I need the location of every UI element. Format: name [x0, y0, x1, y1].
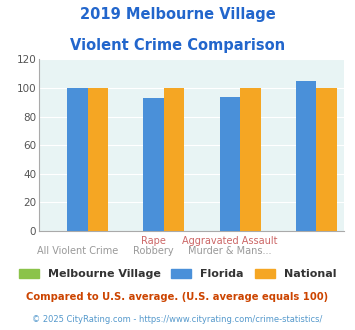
Text: Robbery: Robbery: [133, 246, 174, 256]
Legend: Melbourne Village, Florida, National: Melbourne Village, Florida, National: [13, 263, 342, 285]
Text: © 2025 CityRating.com - https://www.cityrating.com/crime-statistics/: © 2025 CityRating.com - https://www.city…: [32, 315, 323, 324]
Bar: [143, 98, 164, 231]
Bar: [164, 88, 185, 231]
Text: Compared to U.S. average. (U.S. average equals 100): Compared to U.S. average. (U.S. average …: [26, 292, 329, 302]
Bar: [296, 81, 317, 231]
Text: Violent Crime Comparison: Violent Crime Comparison: [70, 38, 285, 53]
Text: All Violent Crime: All Violent Crime: [37, 246, 118, 256]
Text: Rape: Rape: [141, 236, 166, 246]
Bar: [240, 88, 261, 231]
Bar: [317, 88, 337, 231]
Bar: [88, 88, 108, 231]
Text: Aggravated Assault: Aggravated Assault: [182, 236, 278, 246]
Text: 2019 Melbourne Village: 2019 Melbourne Village: [80, 7, 275, 21]
Bar: [67, 88, 88, 231]
Text: Murder & Mans...: Murder & Mans...: [188, 246, 272, 256]
Bar: [219, 97, 240, 231]
